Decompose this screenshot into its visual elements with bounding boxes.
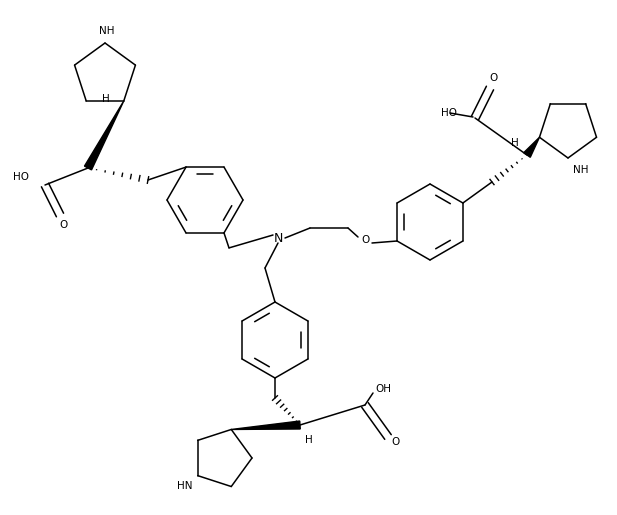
Text: O: O (361, 235, 369, 245)
Text: H: H (511, 138, 519, 148)
Text: NH: NH (99, 26, 115, 36)
Text: O: O (489, 73, 497, 83)
Text: HO: HO (441, 108, 457, 118)
Polygon shape (85, 101, 124, 170)
Polygon shape (231, 421, 300, 430)
Text: HO: HO (13, 172, 29, 182)
Text: HN: HN (177, 480, 193, 491)
Text: O: O (392, 437, 400, 447)
Text: H: H (102, 94, 110, 104)
Text: NH: NH (573, 165, 589, 175)
Text: OH: OH (375, 384, 391, 394)
Text: H: H (305, 435, 313, 445)
Text: N: N (273, 232, 283, 245)
Text: O: O (59, 220, 67, 230)
Polygon shape (524, 138, 539, 157)
